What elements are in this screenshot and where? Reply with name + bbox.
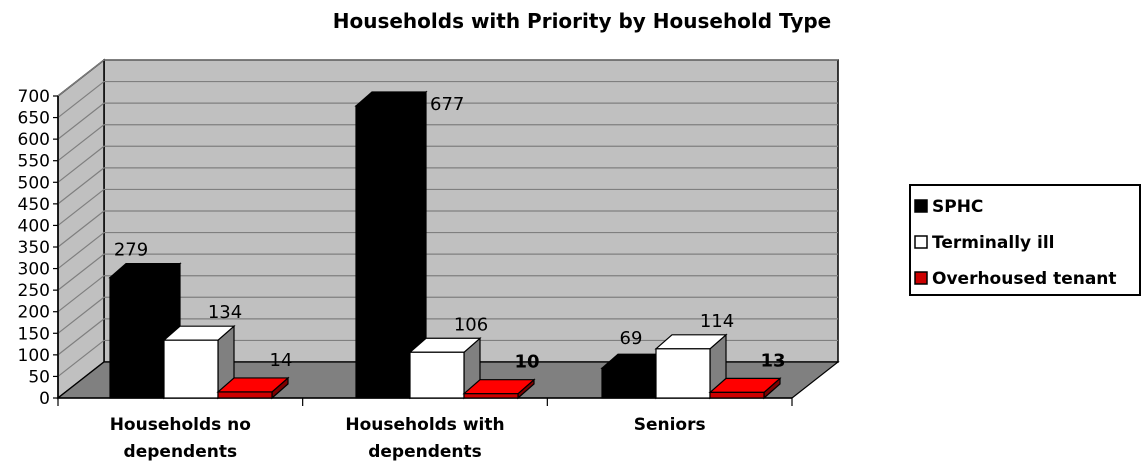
bar-front [109, 277, 165, 399]
gridline [57, 102, 838, 140]
data-label: 677 [430, 94, 464, 115]
gridline [57, 145, 838, 183]
bars [108, 90, 782, 400]
legend-label: Terminally ill [932, 233, 1055, 253]
y-tick-label: 400 [18, 216, 50, 236]
legend-box [909, 184, 1141, 296]
gridline [57, 124, 838, 162]
bar-sphc [108, 262, 182, 400]
axes: 0501001502002503003504004505005506006507… [18, 87, 793, 462]
data-label: 279 [114, 240, 148, 261]
gridline [57, 296, 838, 334]
gridline [57, 275, 838, 313]
data-label: 10 [514, 352, 539, 373]
bar-front [709, 391, 765, 399]
x-tick-label: dependents [368, 442, 482, 462]
y-tick-label: 600 [18, 130, 50, 150]
y-tick-label: 500 [18, 173, 50, 193]
y-tick-label: 0 [39, 389, 50, 409]
y-tick-label: 200 [18, 303, 50, 323]
bar-overhoused-tenant [216, 376, 290, 400]
legend-label: Overhoused tenant [932, 269, 1117, 289]
data-label: 114 [700, 311, 734, 332]
y-tick-label: 250 [18, 281, 50, 301]
y-tick-label: 300 [18, 260, 50, 280]
gridline [57, 339, 838, 377]
legend-swatch [914, 199, 928, 213]
gridline [57, 167, 838, 205]
data-label: 14 [270, 350, 293, 371]
x-tick-label: Households no [110, 415, 251, 435]
bar-front [463, 393, 519, 399]
legend-swatch [914, 271, 928, 285]
y-tick-label: 550 [18, 152, 50, 172]
legend: SPHC Terminally ill Overhoused tenant [909, 184, 1141, 296]
x-tick-label: Households with [345, 415, 504, 435]
bar-front [601, 367, 657, 399]
x-tick-label: dependents [124, 442, 238, 462]
y-tick-label: 50 [28, 367, 50, 387]
y-tick-label: 150 [18, 324, 50, 344]
y-tick-label: 350 [18, 238, 50, 258]
gridlines [57, 59, 838, 377]
legend-label: SPHC [932, 197, 983, 217]
legend-swatch [914, 235, 928, 249]
data-label: 134 [208, 302, 242, 323]
y-tick-label: 100 [18, 346, 50, 366]
bar-front [409, 351, 465, 399]
gridline [57, 318, 838, 356]
bar-overhoused-tenant [462, 378, 536, 400]
bar-terminally-ill [654, 333, 728, 400]
data-label: 69 [620, 328, 643, 349]
data-label: 106 [454, 314, 488, 335]
y-tick-label: 700 [18, 87, 50, 107]
bar-front [355, 105, 411, 399]
data-labels: 279 134 14 677 106 10 69 114 13 [114, 94, 786, 373]
gridline [57, 231, 838, 270]
bar-terminally-ill [162, 324, 236, 400]
gridline [57, 210, 838, 248]
bar-front [163, 339, 219, 399]
bar-front [655, 348, 711, 399]
x-tick-label: Seniors [634, 415, 706, 435]
bar-overhoused-tenant [708, 377, 782, 400]
bar-front [217, 391, 273, 399]
gridline [57, 188, 838, 226]
chart-title: Households with Priority by Household Ty… [333, 9, 832, 33]
gridline [57, 59, 838, 97]
data-label: 13 [760, 350, 785, 371]
y-tick-label: 450 [18, 195, 50, 215]
y-tick-label: 650 [18, 109, 50, 129]
gridline [57, 253, 838, 291]
bar-sphc [354, 90, 428, 400]
gridline [57, 80, 838, 119]
